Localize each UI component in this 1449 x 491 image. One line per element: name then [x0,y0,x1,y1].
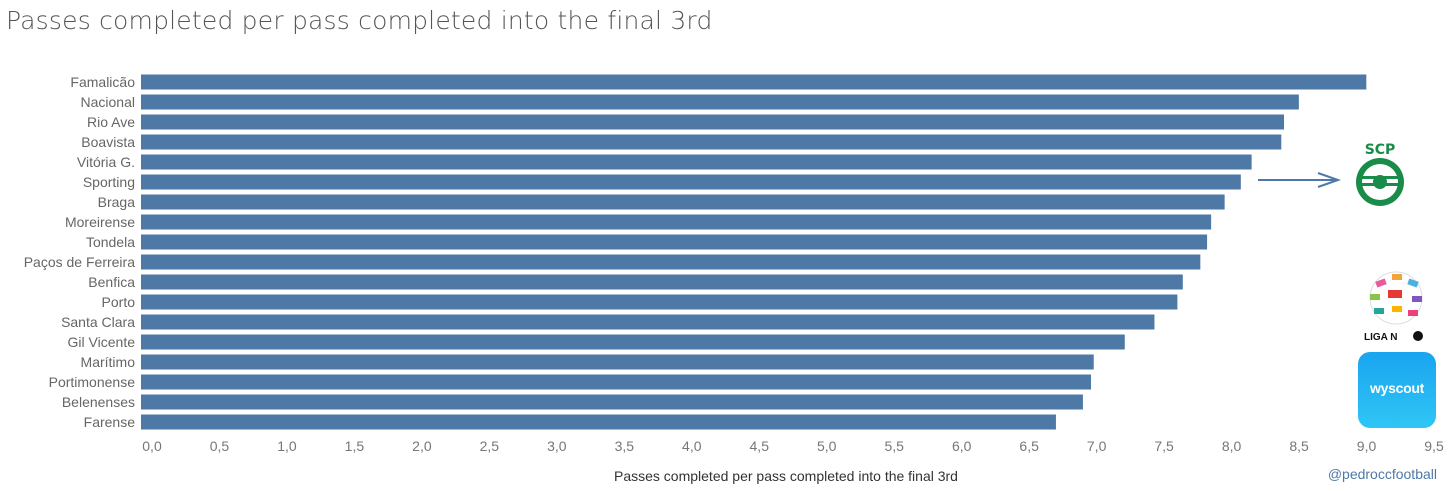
bar-farense [141,414,1056,430]
bars-group [141,74,1367,430]
bar-rio-ave [141,114,1285,130]
x-tick-label: 9,0 [1357,438,1377,454]
x-tick-label: 0,0 [142,438,162,454]
bar-benfica [141,274,1183,290]
category-label: Belenenses [62,394,135,410]
sporting-logo: SCP [1356,142,1404,206]
bar-moreirense [141,214,1212,230]
x-tick-label: 3,5 [615,438,635,454]
bar-gil-vicente [141,334,1125,350]
category-label: Rio Ave [87,114,135,130]
x-tick-label: 0,5 [210,438,230,454]
x-tick-label: 6,0 [952,438,972,454]
x-axis-title: Passes completed per pass completed into… [614,468,958,484]
x-tick-label: 2,0 [412,438,432,454]
bar-porto [141,294,1178,310]
category-label: Sporting [83,174,135,190]
chart-title: Passes completed per pass completed into… [6,6,713,35]
x-tick-label: 7,5 [1154,438,1174,454]
bar-nacional [141,94,1299,110]
bar-boavista [141,134,1282,150]
bar-braga [141,194,1225,210]
category-label: Boavista [81,134,135,150]
x-tick-label: 4,0 [682,438,702,454]
liga-nos-logo: LIGA N [1360,270,1432,345]
bar-portimonense [141,374,1092,390]
bar-tondela [141,234,1208,250]
bar-santa-clara [141,314,1155,330]
bar-sporting [141,174,1241,190]
category-label: Portimonense [49,374,136,390]
category-label: Santa Clara [61,314,135,330]
wyscout-logo: wyscout [1358,352,1436,428]
x-tick-label: 8,5 [1289,438,1309,454]
x-tick-label: 8,0 [1222,438,1242,454]
x-tick-label: 6,5 [1019,438,1039,454]
category-label: Vitória G. [77,154,135,170]
category-label: Marítimo [81,354,136,370]
bar-famalic-o [141,74,1367,90]
category-label: Braga [98,194,136,210]
x-tick-label: 3,0 [547,438,567,454]
svg-text:LIGA N: LIGA N [1364,332,1398,343]
highlight-arrow [1258,172,1342,188]
x-tick-label: 7,0 [1087,438,1107,454]
wyscout-logo-text: wyscout [1370,380,1424,396]
category-label: Gil Vicente [68,334,136,350]
category-label: Porto [102,294,136,310]
bar-pa-os-de-ferreira [141,254,1201,270]
category-label: Farense [84,414,136,430]
x-tick-label: 9,5 [1424,438,1444,454]
category-label: Moreirense [65,214,135,230]
x-tick-label: 2,5 [480,438,500,454]
category-label: Paços de Ferreira [24,254,135,270]
svg-text:SCP: SCP [1365,142,1396,158]
bar-vit-ria-g- [141,154,1252,170]
category-label: Tondela [86,234,135,250]
x-tick-label: 1,5 [345,438,365,454]
bar-belenenses [141,394,1083,410]
credit-label: @pedroccfootball [1328,466,1437,482]
category-labels: Famalicão Nacional Rio Ave Boavista Vitória … [24,74,135,430]
x-tick-label: 5,0 [817,438,837,454]
category-label: Benfica [88,274,135,290]
x-tick-label: 4,5 [750,438,770,454]
bar-mar-timo [141,354,1094,370]
x-tick-labels: 0,0 0,5 1,0 1,5 2,0 2,5 3,0 3,5 4,0 4,5 5,0 5,5 6,0 6… [142,438,1444,454]
x-tick-label: 5,5 [884,438,904,454]
category-label: Famalicão [70,74,135,90]
x-tick-label: 1,0 [277,438,297,454]
category-label: Nacional [81,94,135,110]
